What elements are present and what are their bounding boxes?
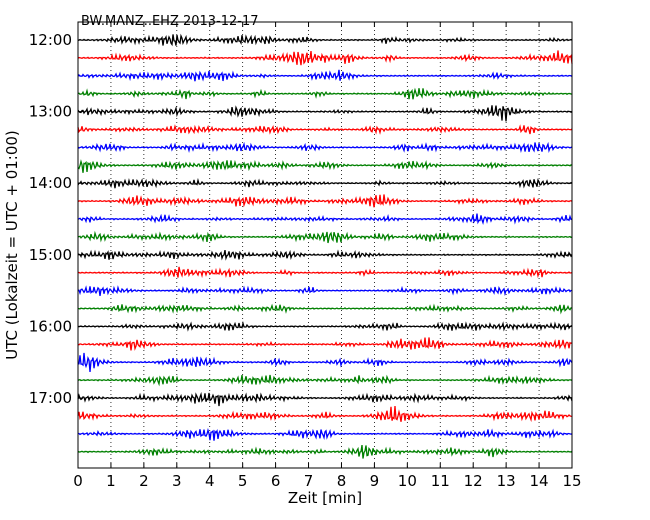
y-tick-label: 12:00 xyxy=(29,31,72,49)
trace-row xyxy=(77,391,573,407)
trace-row xyxy=(77,87,573,100)
x-tick-label: 1 xyxy=(106,472,116,490)
x-tick-label: 7 xyxy=(304,472,314,490)
y-tick-label: 13:00 xyxy=(29,103,72,121)
trace-row xyxy=(77,337,573,351)
y-tick-label: 16:00 xyxy=(29,317,72,335)
y-axis-label: UTC (Lokalzeit = UTC + 01:00) xyxy=(3,130,21,360)
trace-row xyxy=(77,105,573,122)
x-tick-label: 14 xyxy=(530,472,549,490)
trace-row xyxy=(77,230,573,244)
trace-row xyxy=(77,159,573,173)
trace-row xyxy=(77,194,573,208)
plot-frame xyxy=(77,21,573,469)
y-tick-label: 14:00 xyxy=(29,174,72,192)
x-tick-label: 6 xyxy=(271,472,281,490)
x-tick-label: 5 xyxy=(238,472,248,490)
x-tick-label: 12 xyxy=(464,472,483,490)
x-axis-label: Zeit [min] xyxy=(288,489,362,507)
x-axis-ticks: 0 1 2 3 4 5 6 7 8 9 10 11 12 13 14 15 xyxy=(73,22,582,490)
vertical-grid xyxy=(110,22,540,468)
trace-row xyxy=(77,124,573,135)
y-tick-label: 15:00 xyxy=(29,246,72,264)
x-tick-label: 9 xyxy=(370,472,380,490)
trace-row xyxy=(77,352,573,372)
trace-row xyxy=(77,320,573,332)
x-tick-label: 2 xyxy=(139,472,149,490)
trace-row xyxy=(77,50,573,66)
x-tick-label: 8 xyxy=(337,472,347,490)
x-tick-label: 0 xyxy=(73,472,83,490)
trace-row xyxy=(77,141,573,154)
trace-row xyxy=(77,406,573,423)
x-tick-label: 13 xyxy=(497,472,516,490)
trace-row xyxy=(77,177,573,189)
x-tick-label: 15 xyxy=(562,472,581,490)
trace-row xyxy=(77,303,573,315)
y-tick-label: 17:00 xyxy=(29,389,72,407)
trace-row xyxy=(77,33,573,47)
trace-row xyxy=(77,266,573,279)
x-tick-label: 4 xyxy=(205,472,215,490)
trace-row xyxy=(77,249,573,261)
trace-rows xyxy=(77,33,573,459)
trace-row xyxy=(77,427,573,441)
x-tick-label: 3 xyxy=(172,472,182,490)
trace-row xyxy=(77,213,573,226)
x-tick-label: 11 xyxy=(431,472,450,490)
x-tick-label: 10 xyxy=(398,472,417,490)
y-axis-ticks: 12:00 13:00 14:00 15:00 16:00 17:00 xyxy=(29,31,572,407)
trace-row xyxy=(77,285,573,297)
trace-row xyxy=(77,69,573,82)
trace-row xyxy=(77,374,573,387)
trace-row xyxy=(77,445,573,459)
